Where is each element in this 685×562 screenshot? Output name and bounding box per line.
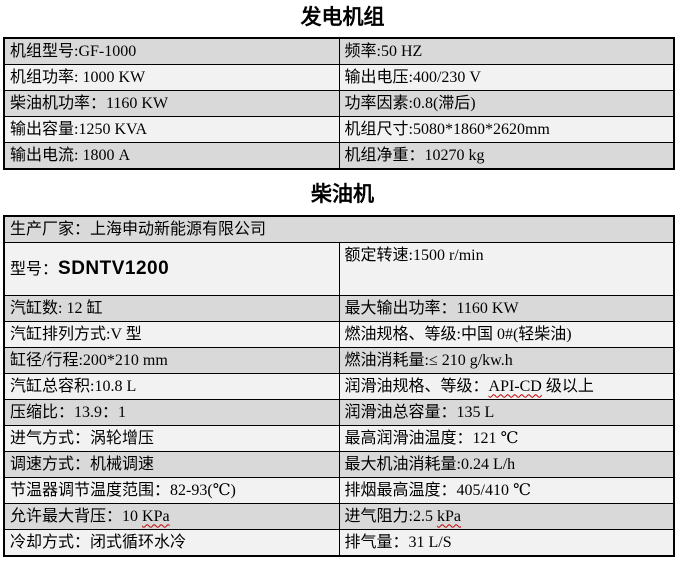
spec-table-row: 机组功率: 1000 KW 输出电压:400/230 V [3, 64, 675, 91]
cell-text: 额定转速:1500 r/min [344, 247, 484, 264]
spec-table-cell: 频率:50 HZ [338, 37, 675, 65]
diesel-spec-table: 生产厂家：上海申动新能源有限公司 型号：SDNTV1200 额定转速:1500 r/… [3, 215, 675, 557]
spec-table-cell: 输出电压:400/230 V [338, 64, 675, 91]
cell-text: 输出电压:400/230 V [344, 68, 481, 86]
spec-table-cell: 缸径/行程:200*210 mm [3, 347, 340, 374]
misspelled-term: kPa [436, 507, 461, 525]
cell-text: 节温器调节温度范围：82-93(℃) [10, 481, 236, 499]
spec-table-cell: 机组型号:GF-1000 [3, 37, 340, 65]
spec-table-cell: 输出电流: 1800 A [3, 142, 340, 170]
cell-text: 燃油消耗量:≤ 210 g/kw.h [344, 351, 513, 369]
spec-table-cell: 最高润滑油温度：121 ℃ [338, 425, 675, 452]
spec-table-cell: 进气方式：涡轮增压 [3, 425, 340, 452]
spec-table-cell: 汽缸总容积:10.8 L [3, 373, 340, 400]
cell-text: 型号： [10, 260, 59, 278]
spec-table-cell: 润滑油总容量：135 L [338, 399, 675, 426]
cell-text: 汽缸数: 12 缸 [10, 299, 103, 317]
cell-text: 缸径/行程:200*210 mm [10, 351, 168, 369]
cell-text: 进气方式：涡轮增压 [10, 429, 155, 447]
generator-section-title: 发电机组 [300, 5, 385, 29]
spec-table-row: 柴油机功率：1160 KW 功率因素:0.8(滞后) [3, 90, 675, 117]
cell-text: 机组功率: 1000 KW [10, 68, 146, 86]
generator-spec-table: 机组型号:GF-1000 频率:50 HZ 机组功率: 1000 KW 输出电压:40… [3, 37, 675, 170]
cell-text: 最大输出功率：1160 KW [344, 299, 519, 317]
cell-text: 机组尺寸:5080*1860*2620mm [344, 120, 550, 138]
cell-text: 燃油规格、等级:中国 0#(轻柴油) [344, 325, 572, 343]
spec-table-cell: 允许最大背压：10 KPa [3, 503, 340, 530]
cell-text: 频率:50 HZ [344, 42, 423, 60]
spec-table-cell: 冷却方式：闭式循环水冷 [3, 529, 340, 557]
cell-text: 压缩比：13.9：1 [10, 403, 127, 421]
spec-table-cell: 压缩比：13.9：1 [3, 399, 340, 426]
cell-text: 调速方式：机械调速 [10, 455, 155, 473]
spec-table-cell: 输出容量:1250 KVA [3, 116, 340, 143]
spec-table-cell: 调速方式：机械调速 [3, 451, 340, 478]
spec-table-cell: 额定转速:1500 r/min [338, 242, 675, 296]
cell-text: 生产厂家：上海申动新能源有限公司 [10, 220, 267, 238]
cell-text: 冷却方式：闭式循环水冷 [10, 533, 187, 551]
spec-table-cell: 汽缸排列方式:V 型 [3, 321, 340, 348]
spec-table-row: 机组型号:GF-1000 频率:50 HZ [3, 37, 675, 65]
spec-document: { "colors": { "row_shaded": "#d9d9d9", "… [0, 5, 685, 562]
spec-table-cell: 机组功率: 1000 KW [3, 64, 340, 91]
spec-table-cell: 功率因素:0.8(滞后) [338, 90, 675, 117]
spec-table-row: 允许最大背压：10 KPa 进气阻力:2.5 kPa [3, 503, 675, 530]
spec-table-cell: 柴油机功率：1160 KW [3, 90, 340, 117]
cell-text: 润滑油总容量：135 L [344, 403, 495, 421]
cell-text: 级以上 [541, 377, 594, 395]
spec-table-cell: 燃油规格、等级:中国 0#(轻柴油) [338, 321, 675, 348]
spec-table-cell: 进气阻力:2.5 kPa [338, 503, 675, 530]
cell-text: 汽缸总容积:10.8 L [10, 377, 137, 395]
spec-table-row: 型号：SDNTV1200 额定转速:1500 r/min [3, 242, 675, 296]
cell-text: 输出容量:1250 KVA [10, 120, 148, 138]
cell-text: 功率因素:0.8(滞后) [344, 94, 476, 112]
spec-table-row: 输出电流: 1800 A 机组净重：10270 kg [3, 142, 675, 170]
cell-text: 润滑油规格、等级： [344, 377, 489, 395]
spec-table-row: 汽缸排列方式:V 型 燃油规格、等级:中国 0#(轻柴油) [3, 321, 675, 348]
spec-table-row: 节温器调节温度范围：82-93(℃) 排烟最高温度：405/410 ℃ [3, 477, 675, 504]
spec-table-row: 进气方式：涡轮增压 最高润滑油温度：121 ℃ [3, 425, 675, 452]
spec-table-row: 压缩比：13.9：1 润滑油总容量：135 L [3, 399, 675, 426]
generator-table-body: 机组型号:GF-1000 频率:50 HZ 机组功率: 1000 KW 输出电压:40… [3, 37, 675, 170]
misspelled-term: API-CD [488, 377, 542, 395]
spec-table-cell: 节温器调节温度范围：82-93(℃) [3, 477, 340, 504]
cell-text: 机组型号:GF-1000 [10, 42, 137, 60]
cell-text: 机组净重：10270 kg [344, 146, 485, 164]
cell-text: 最高润滑油温度：121 ℃ [344, 429, 519, 447]
spec-table-cell: 燃油消耗量:≤ 210 g/kw.h [338, 347, 675, 374]
spec-table-row: 调速方式：机械调速 最大机油消耗量:0.24 L/h [3, 451, 675, 478]
misspelled-term: KPa [142, 507, 170, 525]
spec-table-cell: 最大机油消耗量:0.24 L/h [338, 451, 675, 478]
spec-table-cell: 机组尺寸:5080*1860*2620mm [338, 116, 675, 143]
spec-table-cell: 润滑油规格、等级：API-CD 级以上 [338, 373, 675, 400]
spec-table-row: 输出容量:1250 KVA 机组尺寸:5080*1860*2620mm [3, 116, 675, 143]
cell-text: 排烟最高温度：405/410 ℃ [344, 481, 531, 499]
spec-table-cell: 排烟最高温度：405/410 ℃ [338, 477, 675, 504]
spec-table-cell: 汽缸数: 12 缸 [3, 295, 340, 322]
spec-table-row: 生产厂家：上海申动新能源有限公司 [3, 215, 675, 243]
cell-text: 柴油机功率：1160 KW [10, 94, 169, 112]
cell-text: 允许最大背压：10 [10, 507, 143, 525]
spec-table-cell: 排气量：31 L/S [338, 529, 675, 557]
engine-model-number: SDNTV1200 [58, 257, 170, 279]
spec-table-cell: 生产厂家：上海申动新能源有限公司 [3, 215, 675, 243]
diesel-table-body: 生产厂家：上海申动新能源有限公司 型号：SDNTV1200 额定转速:1500 r/… [3, 215, 675, 557]
diesel-section-title: 柴油机 [311, 182, 374, 206]
spec-table-row: 汽缸总容积:10.8 L 润滑油规格、等级：API-CD 级以上 [3, 373, 675, 400]
cell-text: 汽缸排列方式:V 型 [10, 325, 142, 343]
spec-table-row: 缸径/行程:200*210 mm 燃油消耗量:≤ 210 g/kw.h [3, 347, 675, 374]
spec-table-cell: 机组净重：10270 kg [338, 142, 675, 170]
cell-text: 最大机油消耗量:0.24 L/h [344, 455, 516, 473]
cell-text: 进气阻力:2.5 [344, 507, 437, 525]
spec-table-cell: 型号：SDNTV1200 [3, 242, 340, 296]
cell-text: 输出电流: 1800 A [10, 146, 131, 164]
cell-text: 排气量：31 L/S [344, 533, 452, 551]
spec-table-row: 冷却方式：闭式循环水冷 排气量：31 L/S [3, 529, 675, 557]
spec-table-cell: 最大输出功率：1160 KW [338, 295, 675, 322]
spec-table-row: 汽缸数: 12 缸 最大输出功率：1160 KW [3, 295, 675, 322]
